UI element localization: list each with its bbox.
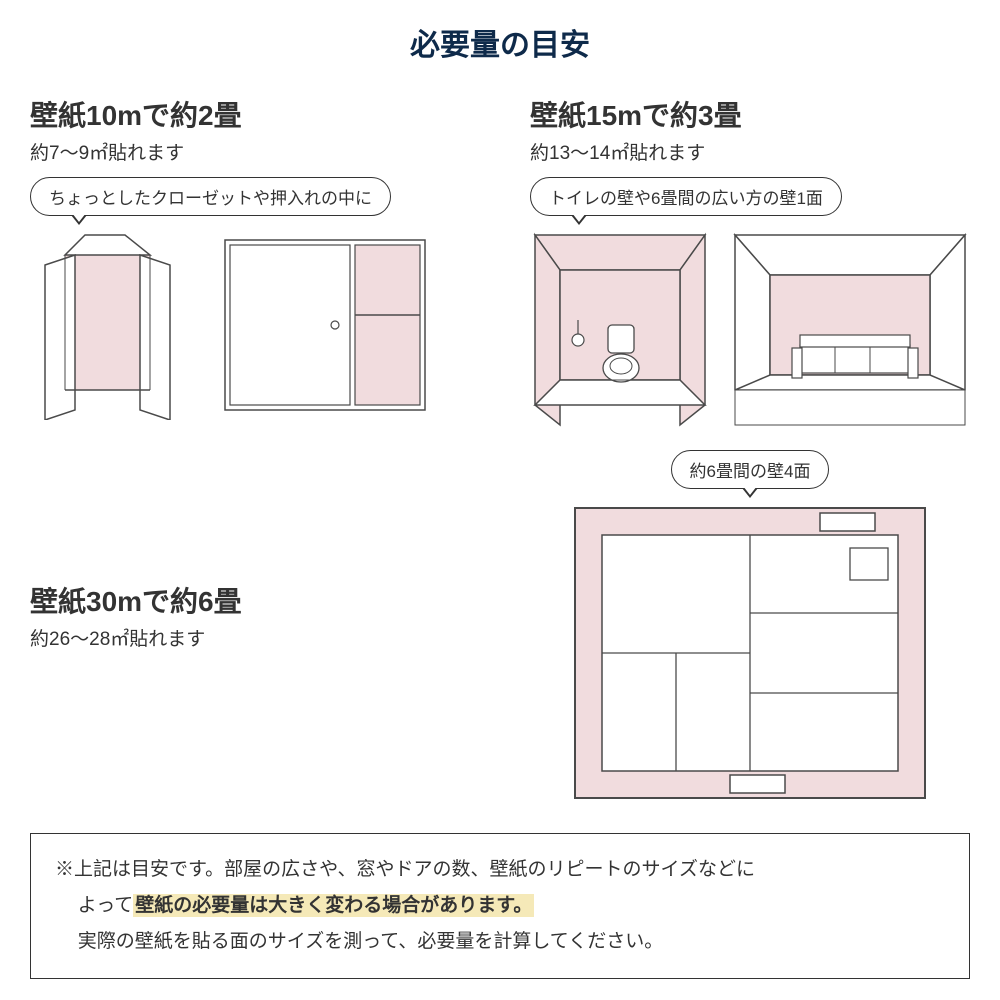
room-plan-icon	[570, 503, 930, 803]
bubble-15m: トイレの壁や6畳間の広い方の壁1面	[530, 177, 842, 216]
heading-15m: 壁紙15mで約3畳	[530, 94, 970, 134]
section-10m: 壁紙10mで約2畳 約7〜9㎡貼れます ちょっとしたクローゼットや押入れの中に	[30, 94, 470, 430]
bubble-30m: 約6畳間の壁4面	[671, 450, 830, 489]
content-grid: 壁紙10mで約2畳 約7〜9㎡貼れます ちょっとしたクローゼットや押入れの中に	[30, 94, 970, 803]
footer-line1: ※上記は目安です。部屋の広さや、窓やドアの数、壁紙のリピートのサイズなどに	[55, 852, 945, 888]
footer-line2: よって壁紙の必要量は大きく変わる場合があります。	[55, 888, 945, 924]
heading-10m: 壁紙10mで約2畳	[30, 94, 470, 134]
room-accent-icon	[730, 230, 970, 430]
footer-highlight: 壁紙の必要量は大きく変わる場合があります。	[133, 894, 534, 917]
sub-10m: 約7〜9㎡貼れます	[30, 138, 470, 165]
section-30m: 壁紙30mで約6畳 約26〜28㎡貼れます	[30, 580, 470, 663]
footer-line3: 実際の壁紙を貼る面のサイズを測って、必要量を計算してください。	[55, 924, 945, 960]
illus-15m	[530, 230, 970, 430]
section-15m: 壁紙15mで約3畳 約13〜14㎡貼れます トイレの壁や6畳間の広い方の壁1面	[530, 94, 970, 430]
section-30m-illus: 約6畳間の壁4面	[530, 450, 970, 803]
sub-30m: 約26〜28㎡貼れます	[30, 624, 470, 651]
illus-10m	[30, 230, 470, 420]
footer-line2-prefix: よって	[78, 895, 133, 916]
footer-note: ※上記は目安です。部屋の広さや、窓やドアの数、壁紙のリピートのサイズなどに よっ…	[30, 833, 970, 979]
closet-icon	[30, 230, 200, 420]
oshiire-icon	[220, 230, 430, 420]
toilet-room-icon	[530, 230, 710, 430]
page-title: 必要量の目安	[30, 20, 970, 64]
sub-15m: 約13〜14㎡貼れます	[530, 138, 970, 165]
bubble-10m: ちょっとしたクローゼットや押入れの中に	[30, 177, 391, 216]
heading-30m: 壁紙30mで約6畳	[30, 580, 470, 620]
